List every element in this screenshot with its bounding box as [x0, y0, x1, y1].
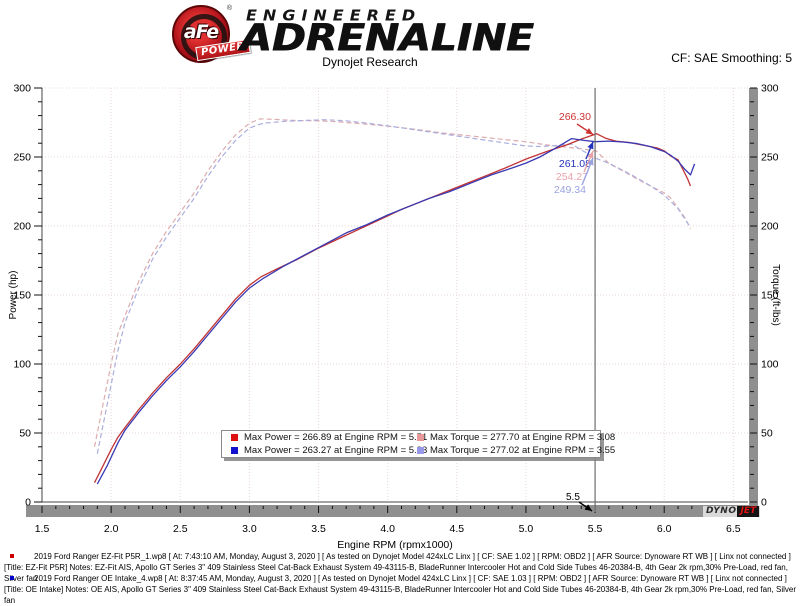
cursor-readout-torque_oe: 249.34 [554, 184, 586, 196]
curve-torque_ezfit [93, 118, 692, 447]
svg-text:150: 150 [13, 290, 31, 302]
dynojet-logo-jet: JET [737, 506, 760, 517]
cursor-readout-power_oe: 261.08 [559, 158, 591, 170]
registered-mark: ® [226, 5, 232, 12]
afe-power-logo-icon: aFe ® POWER [172, 5, 251, 63]
smoothing-setting: CF: SAE Smoothing: 5 [671, 51, 792, 65]
svg-text:50: 50 [761, 428, 773, 440]
svg-text:5.0: 5.0 [519, 523, 534, 535]
legend-label: Max Power = 266.89 at Engine RPM = 5.51 [244, 431, 428, 443]
report-header: aFe ® POWER ENGINEERED ADRENALINE Dynoje… [0, 0, 800, 78]
svg-text:4.0: 4.0 [380, 523, 395, 535]
svg-text:1.5: 1.5 [35, 523, 50, 535]
svg-text:300: 300 [13, 83, 31, 95]
run-bullet-icon [10, 576, 14, 580]
legend-item-torque-oe: Max Torque = 277.02 at Engine RPM = 3.55 [417, 445, 615, 457]
svg-text:6.5: 6.5 [726, 523, 741, 535]
dynojet-logo-dyno: DYNO [706, 506, 737, 516]
svg-text:2.5: 2.5 [173, 523, 188, 535]
legend-label: Max Torque = 277.02 at Engine RPM = 3.55 [430, 444, 616, 456]
cursor-rpm-label: 5.5 [566, 492, 580, 503]
svg-text:50: 50 [19, 428, 31, 440]
legend-swatch-icon [231, 447, 238, 454]
svg-text:5.5: 5.5 [588, 523, 603, 535]
svg-text:300: 300 [761, 83, 779, 95]
report-subtitle: Dynojet Research [322, 55, 418, 69]
y-axis-title-power: Power (hp) [8, 271, 19, 320]
curve-power_oe [96, 137, 696, 485]
svg-text:6.0: 6.0 [657, 523, 672, 535]
legend-swatch-icon [417, 447, 424, 454]
dynojet-logo: DYNO JET [703, 506, 761, 517]
run-bullet-icon [10, 554, 14, 558]
svg-text:250: 250 [13, 152, 31, 164]
run-note-text: 2019 Ford Ranger OE Intake_4.wp8 [ At: 8… [4, 574, 796, 605]
svg-text:2.0: 2.0 [104, 523, 119, 535]
run-note-oe: 2019 Ford Ranger OE Intake_4.wp8 [ At: 8… [0, 573, 796, 606]
legend-swatch-icon [231, 434, 238, 441]
y-axis-title-torque: Torque (ft-lbs) [770, 264, 781, 326]
curve-torque_oe [96, 119, 691, 454]
svg-text:200: 200 [761, 221, 779, 233]
svg-text:150: 150 [761, 290, 779, 302]
legend-label: Max Torque = 277.70 at Engine RPM = 3.08 [430, 431, 616, 443]
svg-text:250: 250 [761, 152, 779, 164]
cursor-readout-torque_ezfit: 254.27 [556, 171, 588, 183]
chart-legend: Max Power = 266.89 at Engine RPM = 5.51 … [221, 430, 615, 458]
run-note-ezfit: 2019 Ford Ranger EZ-Fit P5R_1.wp8 [ At: … [0, 551, 796, 584]
axis-ticks-and-labels: 1.5 2.0 2.5 3.0 3.5 4.0 4.5 5.0 5.5 6.0 6.5 0 0 50 50 1… [13, 83, 778, 536]
svg-text:4.5: 4.5 [450, 523, 465, 535]
legend-label: Max Power = 263.27 at Engine RPM = 5.33 [244, 444, 428, 456]
svg-text:100: 100 [13, 359, 31, 371]
legend-item-power-oe: Max Power = 263.27 at Engine RPM = 5.33 [231, 445, 427, 457]
x-axis-title: Engine RPM (rpmx1000) [337, 539, 453, 551]
svg-text:0: 0 [25, 497, 31, 509]
svg-text:200: 200 [13, 221, 31, 233]
legend-item-torque-ezfit: Max Torque = 277.70 at Engine RPM = 3.08 [417, 432, 615, 444]
cursor-readout-power_ezfit: 266.30 [559, 111, 591, 123]
svg-text:3.5: 3.5 [311, 523, 326, 535]
legend-swatch-icon [417, 434, 424, 441]
adrenaline-wordmark: ADRENALINE [240, 17, 534, 60]
run-note-text: 2019 Ford Ranger EZ-Fit P5R_1.wp8 [ At: … [4, 552, 791, 583]
legend-item-power-ezfit: Max Power = 266.89 at Engine RPM = 5.51 [231, 432, 427, 444]
chart-grid [42, 87, 748, 502]
engineered-wordmark: ENGINEERED [246, 6, 422, 25]
svg-text:3.0: 3.0 [242, 523, 257, 535]
dyno-curves [93, 118, 696, 485]
dyno-chart: 1.5 2.0 2.5 3.0 3.5 4.0 4.5 5.0 5.5 6.0 6.5 0 0 50 50 1… [8, 83, 781, 552]
afe-logo-text: aFe [183, 21, 219, 43]
svg-text:0: 0 [761, 497, 767, 509]
svg-text:100: 100 [761, 359, 779, 371]
